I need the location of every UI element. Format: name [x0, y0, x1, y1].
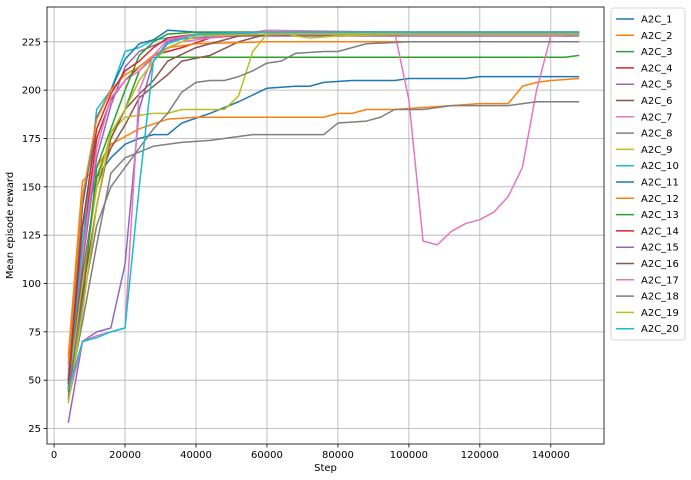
series-line-a2c-18 — [67, 41, 580, 390]
y-tick-label: 25 — [28, 424, 41, 435]
y-axis-label: Mean episode reward — [5, 172, 16, 279]
y-tick-label: 175 — [22, 134, 41, 145]
legend-label: A2C_9 — [641, 145, 673, 156]
series-line-a2c-11 — [67, 29, 580, 385]
series-line-a2c-14 — [67, 31, 580, 388]
y-tick-label: 125 — [22, 231, 41, 242]
x-tick-label: 80000 — [322, 450, 354, 461]
series-line-a2c-13 — [67, 31, 580, 392]
series-line-a2c-19 — [67, 33, 580, 404]
y-axis: 25 50 75 100 125 150 175 200 225 — [22, 37, 47, 435]
x-tick-label: 120000 — [461, 450, 499, 461]
legend-label: A2C_12 — [641, 194, 679, 205]
legend-label: A2C_11 — [641, 178, 679, 189]
series-line-a2c-3 — [67, 54, 580, 371]
legend-label: A2C_4 — [641, 63, 673, 74]
legend-label: A2C_8 — [641, 129, 673, 140]
y-tick-label: 225 — [22, 37, 41, 48]
series-line-a2c-9 — [67, 31, 580, 390]
legend-box — [610, 7, 686, 341]
x-tick-label: 40000 — [180, 450, 212, 461]
legend-label: A2C_1 — [641, 15, 673, 26]
series-line-a2c-8 — [67, 101, 580, 396]
x-axis: 0 20000 40000 60000 80000 100000 120000 140000 — [51, 444, 570, 461]
series-line-a2c-15 — [67, 33, 580, 423]
x-tick-label: 140000 — [532, 450, 570, 461]
legend-label: A2C_18 — [641, 292, 679, 303]
series-line-a2c-16 — [67, 33, 580, 400]
legend-label: A2C_20 — [641, 324, 679, 335]
x-tick-label: 60000 — [251, 450, 283, 461]
y-tick-label: 75 — [28, 327, 41, 338]
y-tick-label: 150 — [22, 182, 41, 193]
legend: A2C_1 A2C_2 A2C_3 A2C_4 A2C_5 A2C_6 A2C_7 A2C_8… — [610, 7, 686, 341]
x-tick-label: 100000 — [390, 450, 428, 461]
x-axis-label: Step — [314, 463, 337, 474]
series-line-a2c-10 — [67, 33, 580, 390]
legend-label: A2C_6 — [641, 96, 673, 107]
legend-label: A2C_3 — [641, 47, 673, 58]
legend-label: A2C_10 — [641, 161, 679, 172]
series-layer — [67, 29, 580, 423]
legend-label: A2C_7 — [641, 112, 673, 123]
x-tick-label: 0 — [51, 450, 57, 461]
y-tick-label: 200 — [22, 86, 41, 97]
legend-label: A2C_19 — [641, 308, 679, 319]
series-line-a2c-17 — [67, 31, 580, 400]
x-tick-label: 20000 — [109, 450, 141, 461]
series-line-a2c-2 — [67, 77, 580, 358]
series-line-a2c-1 — [67, 75, 580, 381]
series-line-a2c-7 — [67, 29, 580, 371]
y-tick-label: 50 — [28, 376, 41, 387]
legend-label: A2C_14 — [641, 226, 679, 237]
legend-label: A2C_2 — [641, 31, 673, 42]
series-line-a2c-4 — [67, 33, 580, 381]
series-line-a2c-20 — [67, 31, 580, 391]
legend-label: A2C_5 — [641, 80, 673, 91]
series-line-a2c-12 — [67, 41, 580, 365]
plot-frame — [46, 6, 605, 445]
legend-label: A2C_17 — [641, 275, 679, 286]
legend-label: A2C_15 — [641, 243, 679, 254]
legend-label: A2C_13 — [641, 210, 679, 221]
legend-label: A2C_16 — [641, 259, 679, 270]
series-line-a2c-5 — [67, 35, 580, 377]
y-tick-label: 100 — [22, 279, 41, 290]
